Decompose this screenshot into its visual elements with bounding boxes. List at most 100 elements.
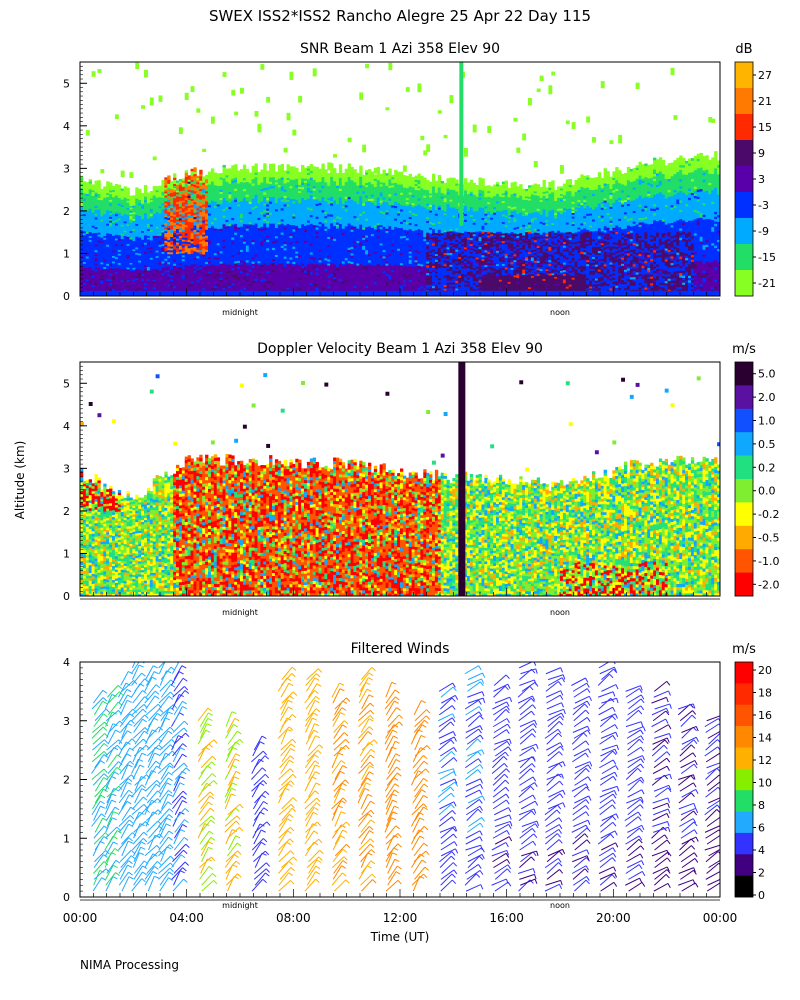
- snr-cell: [228, 170, 232, 173]
- snr-cell: [97, 249, 101, 253]
- snr-cell: [141, 227, 145, 230]
- snr-cell: [91, 247, 95, 250]
- snr-cell: [146, 266, 151, 269]
- snr-cell: [126, 274, 130, 277]
- snr-cell: [158, 277, 162, 280]
- snr-cell: [173, 248, 177, 252]
- snr-cell: [210, 266, 215, 269]
- snr-cell: [94, 269, 98, 272]
- snr-cell: [85, 277, 90, 280]
- snr-cell: [152, 288, 157, 291]
- snr-cell: [161, 237, 165, 241]
- snr-cell: [202, 194, 206, 197]
- snr-cell: [146, 223, 151, 226]
- snr-cell: [231, 169, 235, 173]
- snr-cell: [170, 276, 174, 280]
- snr-cell: [82, 196, 87, 199]
- snr-cell: [126, 252, 130, 255]
- snr-cell: [228, 259, 232, 263]
- snr-cell: [190, 266, 194, 269]
- snr-cell: [88, 188, 93, 192]
- snr-cell: [205, 255, 209, 259]
- snr-cell: [199, 178, 203, 181]
- snr-cell: [135, 270, 139, 273]
- snr-cell: [144, 199, 148, 203]
- snr-cell: [184, 239, 189, 242]
- snr-cell: [176, 207, 180, 210]
- snr-cell: [213, 267, 218, 270]
- snr-cell: [237, 237, 241, 240]
- snr-cell: [196, 253, 200, 257]
- snr-cell: [114, 191, 119, 194]
- snr-cell: [146, 195, 151, 199]
- snr-cell: [158, 240, 162, 244]
- snr-cell: [190, 179, 194, 182]
- snr-cell: [106, 284, 110, 287]
- snr-cell: [199, 226, 203, 230]
- snr-cell: [135, 232, 139, 235]
- snr-cell: [114, 258, 119, 261]
- snr-cell: [193, 244, 197, 248]
- snr-cell: [91, 240, 95, 243]
- snr-cell: [210, 287, 215, 291]
- snr-cell: [225, 217, 229, 220]
- snr-cell: [109, 233, 113, 236]
- snr-cell: [178, 266, 183, 270]
- snr-cell: [208, 173, 212, 177]
- snr-cell: [135, 228, 139, 232]
- snr-cell: [126, 267, 130, 270]
- snr-cell: [173, 283, 177, 287]
- snr-cell: [216, 232, 221, 236]
- snr-cell: [161, 286, 165, 289]
- snr-cell: [167, 229, 171, 233]
- snr-cell: [237, 170, 241, 173]
- snr-cell: [196, 287, 200, 291]
- snr-cell: [141, 270, 145, 273]
- snr-cell: [80, 233, 84, 237]
- snr-cell: [123, 228, 127, 231]
- snr-cell: [196, 259, 200, 263]
- snr-cell: [222, 173, 226, 177]
- snr-cell: [193, 257, 197, 260]
- snr-cell: [173, 261, 177, 264]
- snr-cell: [155, 211, 159, 215]
- snr-cell: [225, 211, 229, 214]
- snr-cell: [181, 192, 186, 195]
- snr-cell: [199, 230, 203, 234]
- snr-cell: [91, 234, 95, 237]
- snr-cell: [109, 265, 113, 269]
- snr-cell: [123, 274, 127, 277]
- snr-cell: [155, 275, 159, 279]
- snr-cell: [149, 97, 154, 106]
- snr-cell: [196, 191, 200, 195]
- snr-cell: [187, 255, 191, 259]
- snr-cell: [208, 256, 212, 260]
- snr-cell: [176, 269, 180, 272]
- snr-cell: [219, 224, 223, 227]
- snr-cell: [88, 239, 93, 242]
- snr-cell: [193, 169, 197, 173]
- snr-cell: [208, 227, 212, 231]
- snr-cell: [138, 201, 142, 204]
- snr-cell: [91, 186, 95, 189]
- snr-cell: [231, 250, 235, 253]
- snr-cell: [205, 245, 209, 248]
- snr-cell: [126, 249, 130, 252]
- snr-cell: [126, 216, 130, 219]
- snr-cell: [129, 215, 133, 218]
- snr-cell: [152, 217, 157, 220]
- snr-cell: [109, 216, 113, 219]
- snr-cell: [178, 190, 183, 194]
- snr-cell: [144, 253, 148, 256]
- snr-cell: [202, 204, 206, 207]
- snr-cell: [190, 206, 194, 210]
- snr-cell: [88, 278, 93, 281]
- snr-cell: [82, 225, 87, 228]
- snr-cell: [103, 193, 107, 196]
- snr-cell: [82, 255, 87, 259]
- snr-cell: [219, 199, 223, 203]
- snr-cell: [181, 182, 186, 185]
- snr-cell: [91, 271, 95, 275]
- snr-cell: [91, 191, 95, 195]
- snr-cell: [231, 241, 235, 245]
